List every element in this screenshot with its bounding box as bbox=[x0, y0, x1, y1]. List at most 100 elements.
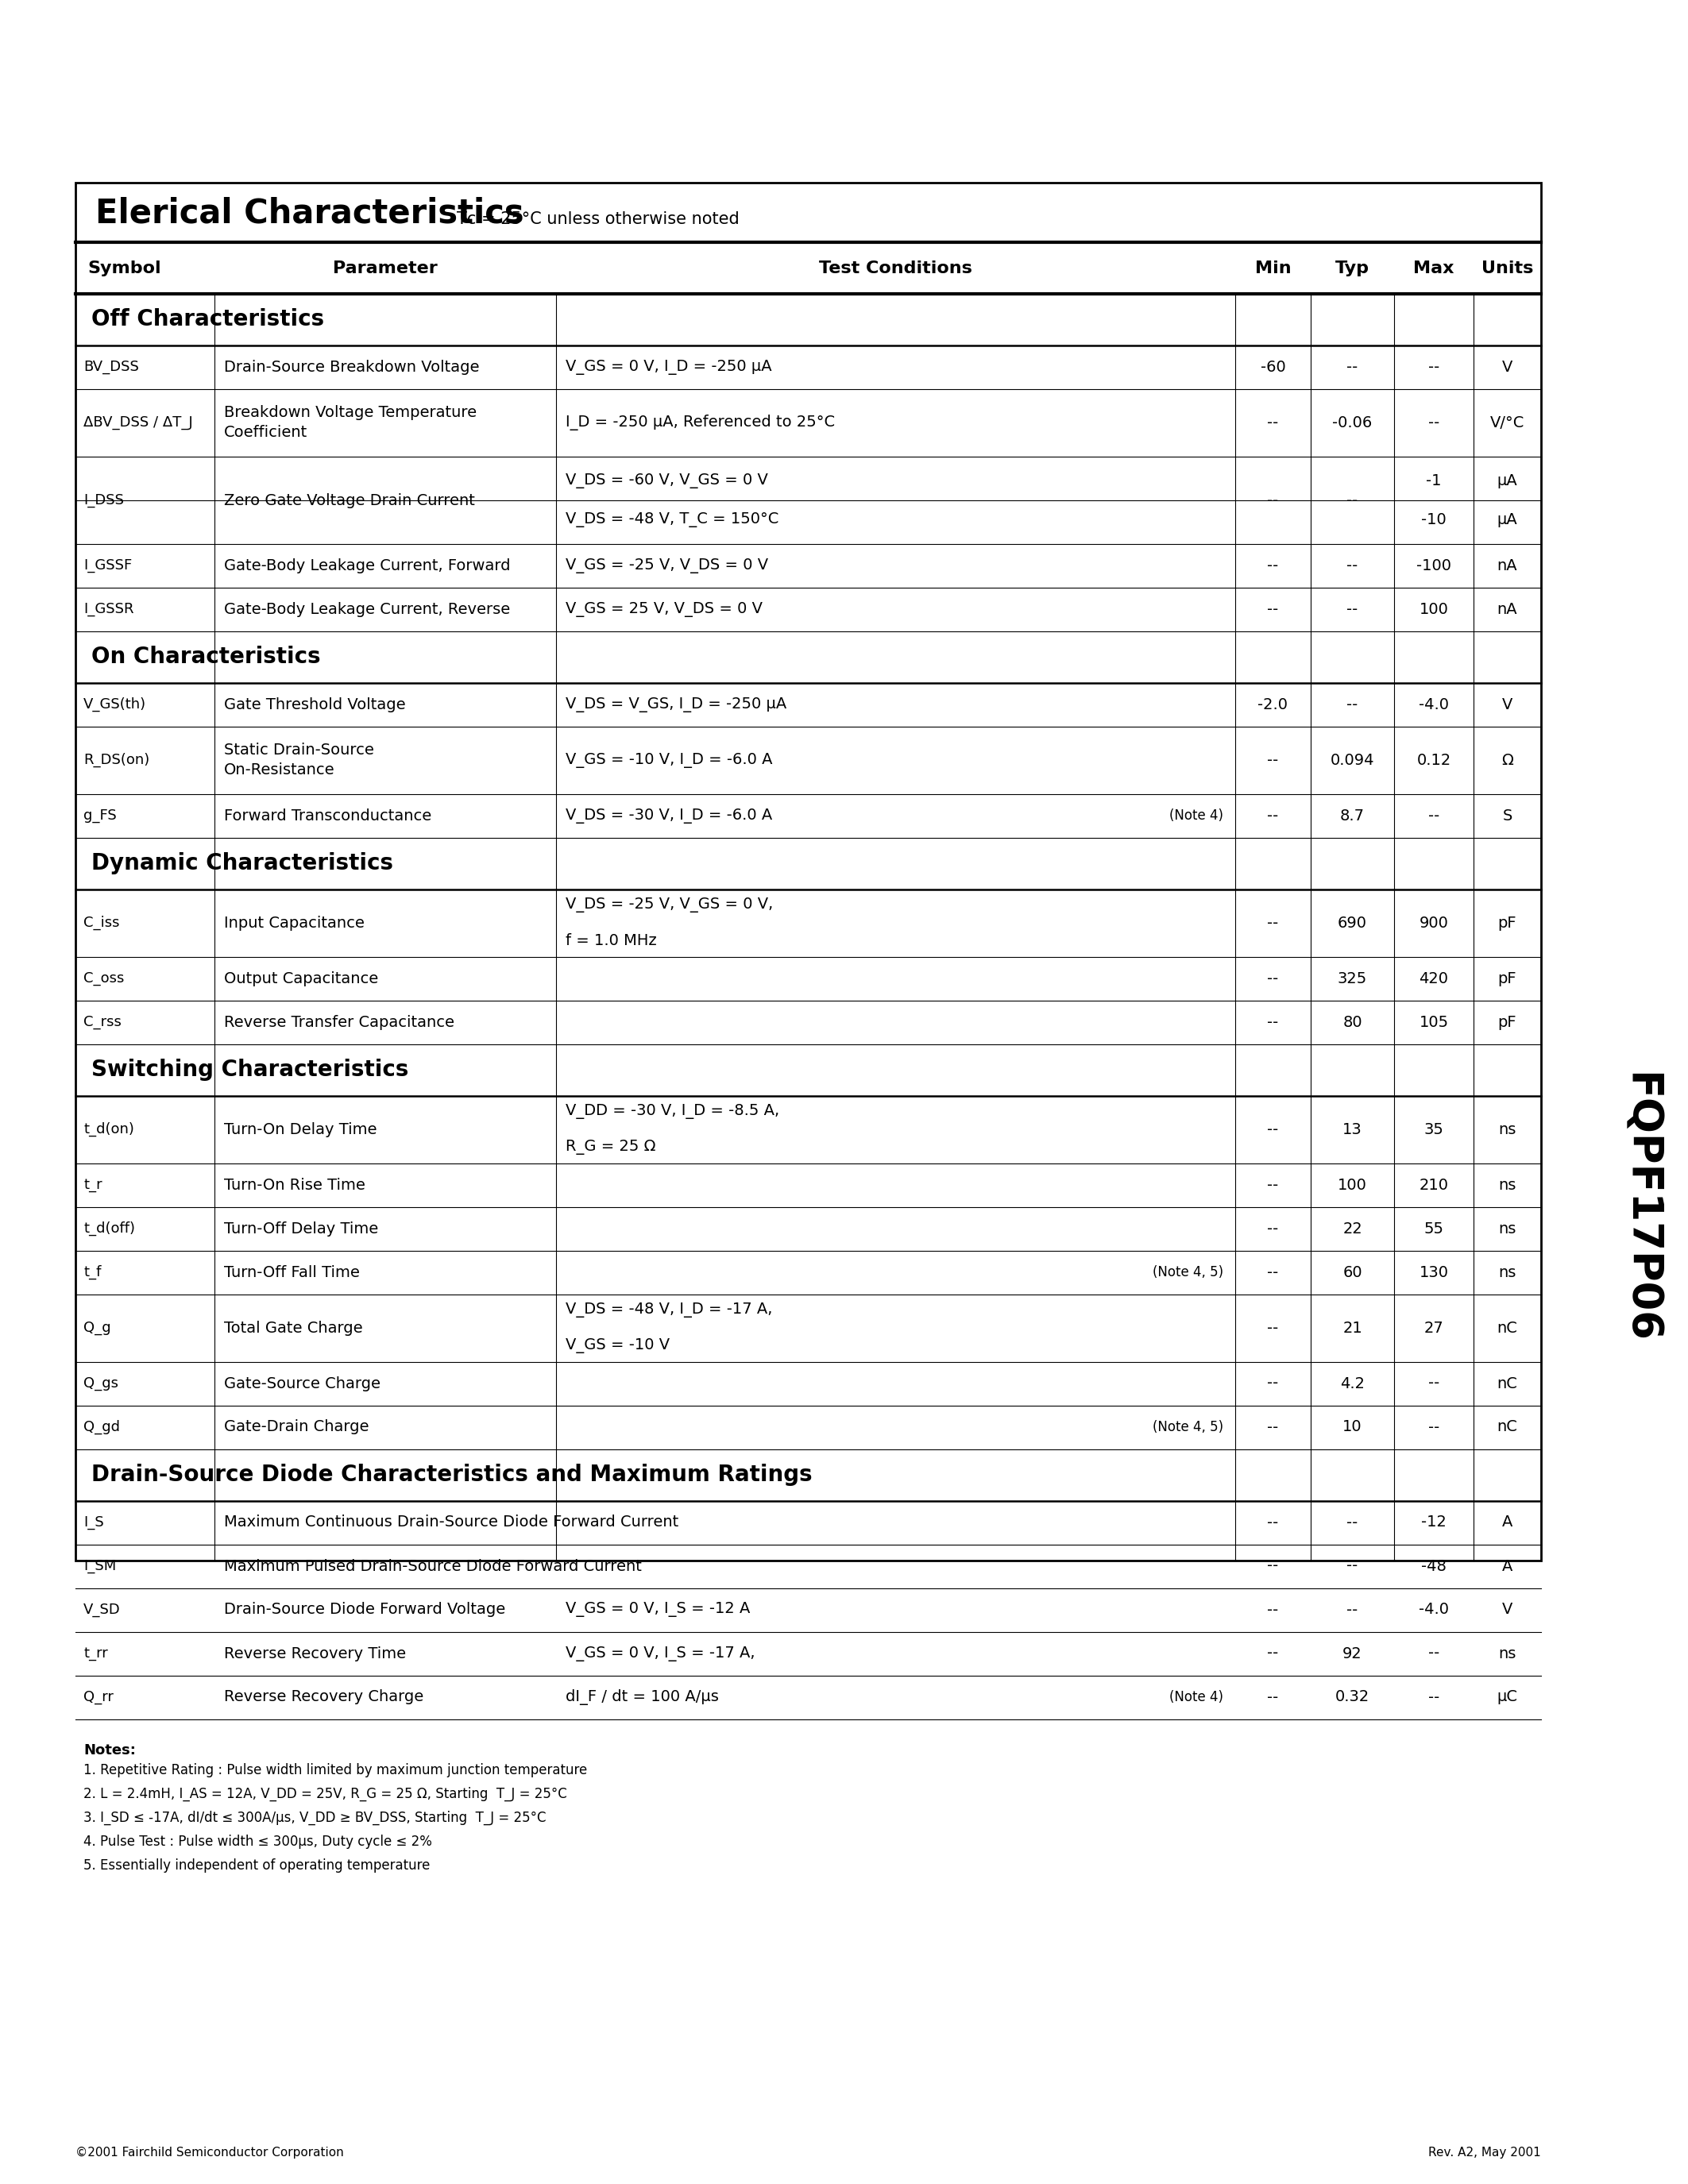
Text: FQPF17P06: FQPF17P06 bbox=[1620, 1072, 1661, 1343]
Text: Output Capacitance: Output Capacitance bbox=[225, 972, 378, 985]
Text: Off Characteristics: Off Characteristics bbox=[91, 308, 324, 330]
Text: -0.06: -0.06 bbox=[1332, 415, 1372, 430]
Text: A: A bbox=[1502, 1559, 1512, 1575]
Text: I_GSSF: I_GSSF bbox=[83, 559, 132, 572]
Text: Reverse Transfer Capacitance: Reverse Transfer Capacitance bbox=[225, 1016, 454, 1029]
Text: ns: ns bbox=[1499, 1221, 1516, 1236]
Bar bbox=[76, 183, 1541, 1562]
Text: nA: nA bbox=[1497, 557, 1518, 572]
Text: V: V bbox=[1502, 360, 1512, 373]
Text: --: -- bbox=[1268, 808, 1278, 823]
Text: Units: Units bbox=[1482, 260, 1533, 277]
Text: On Characteristics: On Characteristics bbox=[91, 646, 321, 668]
Text: t_d(on): t_d(on) bbox=[83, 1123, 133, 1136]
Text: 55: 55 bbox=[1425, 1221, 1443, 1236]
Text: nA: nA bbox=[1497, 601, 1518, 616]
Text: Q_gd: Q_gd bbox=[83, 1420, 120, 1435]
Text: Parameter: Parameter bbox=[333, 260, 437, 277]
Text: --: -- bbox=[1347, 1516, 1359, 1531]
Text: R_DS(on): R_DS(on) bbox=[83, 753, 150, 767]
Text: 100: 100 bbox=[1420, 601, 1448, 616]
Text: -100: -100 bbox=[1416, 557, 1452, 572]
Text: V_GS = -10 V, I_D = -6.0 A: V_GS = -10 V, I_D = -6.0 A bbox=[565, 753, 773, 767]
Text: Reverse Recovery Time: Reverse Recovery Time bbox=[225, 1647, 407, 1662]
Text: 27: 27 bbox=[1425, 1321, 1443, 1334]
Text: --: -- bbox=[1347, 494, 1359, 509]
Text: 10: 10 bbox=[1342, 1420, 1362, 1435]
Text: --: -- bbox=[1347, 1603, 1359, 1618]
Text: Symbol: Symbol bbox=[88, 260, 160, 277]
Text: A: A bbox=[1502, 1516, 1512, 1531]
Text: Static Drain-Source
On-Resistance: Static Drain-Source On-Resistance bbox=[225, 743, 375, 778]
Text: Q_gs: Q_gs bbox=[83, 1376, 118, 1391]
Text: --: -- bbox=[1268, 1221, 1278, 1236]
Text: C_iss: C_iss bbox=[83, 915, 120, 930]
Text: Forward Transconductance: Forward Transconductance bbox=[225, 808, 432, 823]
Text: t_rr: t_rr bbox=[83, 1647, 108, 1660]
Text: V_DS = -48 V, I_D = -17 A,: V_DS = -48 V, I_D = -17 A, bbox=[565, 1302, 773, 1317]
Text: V_GS = 0 V, I_D = -250 μA: V_GS = 0 V, I_D = -250 μA bbox=[565, 360, 771, 373]
Text: Gate-Body Leakage Current, Forward: Gate-Body Leakage Current, Forward bbox=[225, 557, 510, 572]
Text: -10: -10 bbox=[1421, 511, 1447, 526]
Text: g_FS: g_FS bbox=[83, 808, 116, 823]
Text: Ω: Ω bbox=[1501, 753, 1512, 767]
Text: --: -- bbox=[1268, 1376, 1278, 1391]
Text: ΔBV_DSS / ΔT_J: ΔBV_DSS / ΔT_J bbox=[83, 415, 192, 430]
Text: 100: 100 bbox=[1337, 1177, 1367, 1192]
Text: Turn-On Rise Time: Turn-On Rise Time bbox=[225, 1177, 365, 1192]
Text: I_SM: I_SM bbox=[83, 1559, 116, 1572]
Text: μA: μA bbox=[1497, 511, 1518, 526]
Text: -4.0: -4.0 bbox=[1418, 697, 1448, 712]
Text: 900: 900 bbox=[1420, 915, 1448, 930]
Text: f = 1.0 MHz: f = 1.0 MHz bbox=[565, 933, 657, 948]
Text: Zero Gate Voltage Drain Current: Zero Gate Voltage Drain Current bbox=[225, 494, 474, 509]
Text: -4.0: -4.0 bbox=[1418, 1603, 1448, 1618]
Text: Drain-Source Diode Characteristics and Maximum Ratings: Drain-Source Diode Characteristics and M… bbox=[91, 1463, 812, 1485]
Text: V: V bbox=[1502, 1603, 1512, 1618]
Text: Notes:: Notes: bbox=[83, 1743, 135, 1758]
Text: V_DS = -30 V, I_D = -6.0 A: V_DS = -30 V, I_D = -6.0 A bbox=[565, 808, 773, 823]
Text: 690: 690 bbox=[1337, 915, 1367, 930]
Text: BV_DSS: BV_DSS bbox=[83, 360, 138, 373]
Text: 420: 420 bbox=[1420, 972, 1448, 985]
Text: --: -- bbox=[1268, 557, 1278, 572]
Text: I_S: I_S bbox=[83, 1516, 105, 1529]
Text: nC: nC bbox=[1497, 1376, 1518, 1391]
Text: Maximum Continuous Drain-Source Diode Forward Current: Maximum Continuous Drain-Source Diode Fo… bbox=[225, 1516, 679, 1531]
Text: --: -- bbox=[1268, 972, 1278, 985]
Text: 3. I_SD ≤ -17A, dI/dt ≤ 300A/μs, V_DD ≥ BV_DSS, Starting  T_J = 25°C: 3. I_SD ≤ -17A, dI/dt ≤ 300A/μs, V_DD ≥ … bbox=[83, 1811, 547, 1826]
Text: 4. Pulse Test : Pulse width ≤ 300μs, Duty cycle ≤ 2%: 4. Pulse Test : Pulse width ≤ 300μs, Dut… bbox=[83, 1835, 432, 1850]
Text: μA: μA bbox=[1497, 474, 1518, 487]
Text: Switching Characteristics: Switching Characteristics bbox=[91, 1059, 408, 1081]
Text: (Note 4, 5): (Note 4, 5) bbox=[1153, 1420, 1224, 1435]
Text: Drain-Source Diode Forward Voltage: Drain-Source Diode Forward Voltage bbox=[225, 1603, 505, 1618]
Text: pF: pF bbox=[1497, 972, 1518, 985]
Text: --: -- bbox=[1268, 415, 1278, 430]
Text: --: -- bbox=[1268, 1321, 1278, 1334]
Text: 130: 130 bbox=[1420, 1265, 1448, 1280]
Text: t_d(off): t_d(off) bbox=[83, 1221, 135, 1236]
Text: Total Gate Charge: Total Gate Charge bbox=[225, 1321, 363, 1334]
Text: V_GS = 25 V, V_DS = 0 V: V_GS = 25 V, V_DS = 0 V bbox=[565, 601, 763, 616]
Text: 1. Repetitive Rating : Pulse width limited by maximum junction temperature: 1. Repetitive Rating : Pulse width limit… bbox=[83, 1762, 587, 1778]
Text: --: -- bbox=[1428, 808, 1440, 823]
Text: V/°C: V/°C bbox=[1491, 415, 1524, 430]
Text: V_GS(th): V_GS(th) bbox=[83, 697, 147, 712]
Text: -2.0: -2.0 bbox=[1258, 697, 1288, 712]
Text: 80: 80 bbox=[1342, 1016, 1362, 1029]
Text: 0.32: 0.32 bbox=[1335, 1690, 1369, 1706]
Text: --: -- bbox=[1428, 360, 1440, 373]
Text: --: -- bbox=[1428, 1420, 1440, 1435]
Text: ns: ns bbox=[1499, 1647, 1516, 1662]
Text: --: -- bbox=[1268, 494, 1278, 509]
Text: -1: -1 bbox=[1426, 474, 1442, 487]
Text: 0.12: 0.12 bbox=[1416, 753, 1452, 767]
Text: --: -- bbox=[1428, 1647, 1440, 1662]
Text: nC: nC bbox=[1497, 1321, 1518, 1334]
Text: Drain-Source Breakdown Voltage: Drain-Source Breakdown Voltage bbox=[225, 360, 479, 373]
Text: t_r: t_r bbox=[83, 1177, 103, 1192]
Text: 22: 22 bbox=[1342, 1221, 1362, 1236]
Text: 92: 92 bbox=[1342, 1647, 1362, 1662]
Text: --: -- bbox=[1268, 1559, 1278, 1575]
Text: --: -- bbox=[1268, 915, 1278, 930]
